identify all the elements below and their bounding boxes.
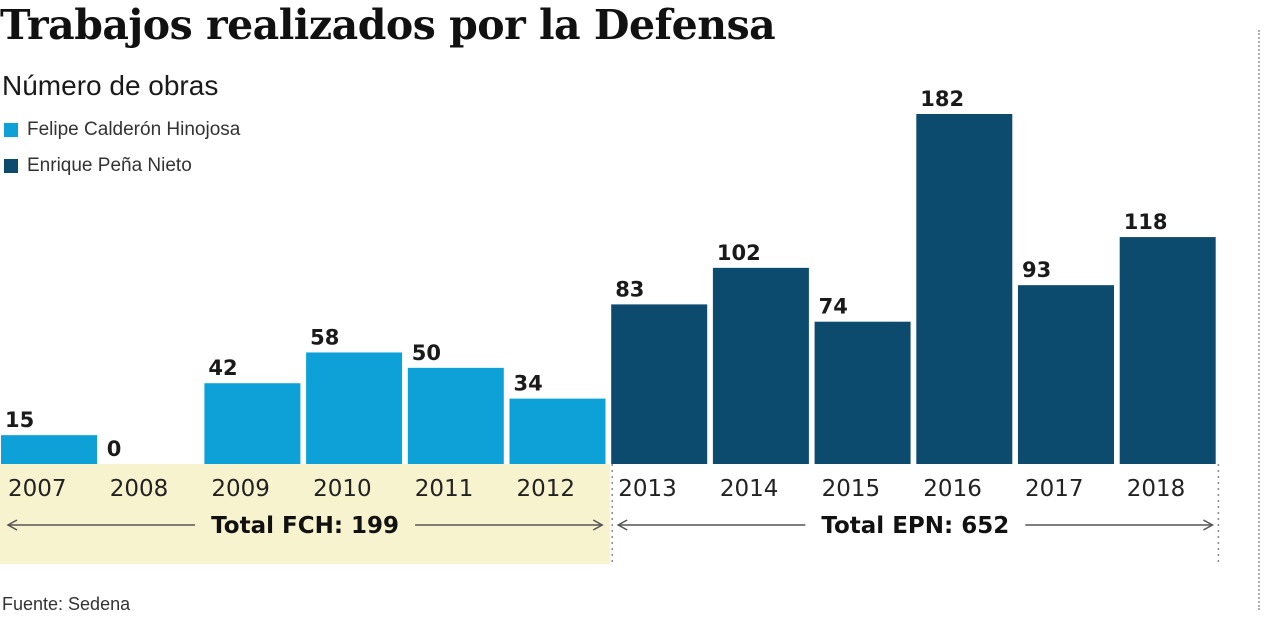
bar-value-label-2009: 42 bbox=[208, 356, 237, 380]
bar-2010 bbox=[306, 352, 403, 464]
bar-value-label-2011: 50 bbox=[412, 341, 441, 365]
x-tick-label-2011: 2011 bbox=[415, 476, 474, 502]
x-tick-label-2012: 2012 bbox=[517, 476, 576, 502]
bar-value-label-2007: 15 bbox=[5, 408, 34, 432]
bar-value-label-2012: 34 bbox=[514, 372, 543, 396]
bar-2018 bbox=[1119, 237, 1216, 464]
group-arrowhead-right-1 bbox=[1203, 519, 1214, 531]
bar-2017 bbox=[1018, 285, 1114, 464]
group-total-label-1: Total EPN: 652 bbox=[821, 513, 1009, 539]
legend-swatch-fch bbox=[4, 123, 18, 137]
bar-2009 bbox=[204, 383, 301, 464]
legend-item-epn: Enrique Peña Nieto bbox=[4, 148, 240, 184]
group-arrowhead-left-0 bbox=[6, 519, 18, 531]
bar-value-label-2008: 0 bbox=[107, 437, 122, 461]
x-tick-label-2008: 2008 bbox=[110, 476, 169, 502]
group-total-label-0: Total FCH: 199 bbox=[211, 513, 399, 539]
x-tick-label-2014: 2014 bbox=[720, 476, 779, 502]
x-tick-label-2017: 2017 bbox=[1025, 476, 1084, 502]
bar-2012 bbox=[509, 398, 606, 464]
group-arrowhead-right-0 bbox=[592, 519, 604, 531]
bar-value-label-2016: 182 bbox=[920, 87, 964, 111]
x-tick-label-2009: 2009 bbox=[211, 476, 270, 502]
chart-subtitle: Número de obras bbox=[2, 70, 219, 101]
bar-value-label-2010: 58 bbox=[310, 325, 339, 349]
x-tick-label-2013: 2013 bbox=[618, 476, 677, 502]
x-tick-label-2016: 2016 bbox=[923, 476, 982, 502]
x-tick-label-2007: 2007 bbox=[8, 476, 67, 502]
bar-value-label-2013: 83 bbox=[615, 277, 644, 301]
chart-title: Trabajos realizados por la Defensa bbox=[0, 1, 776, 49]
legend-swatch-epn bbox=[4, 159, 18, 173]
bar-2015 bbox=[814, 321, 911, 464]
bar-2011 bbox=[407, 367, 504, 464]
legend-item-fch: Felipe Calderón Hinojosa bbox=[4, 112, 240, 148]
legend: Felipe Calderón Hinojosa Enrique Peña Ni… bbox=[4, 112, 240, 184]
bar-2007 bbox=[1, 435, 97, 464]
group-band-0 bbox=[0, 464, 611, 564]
x-tick-label-2018: 2018 bbox=[1127, 476, 1186, 502]
bar-value-label-2018: 118 bbox=[1124, 210, 1168, 234]
bar-2014 bbox=[712, 267, 809, 464]
group-arrowhead-left-1 bbox=[616, 519, 628, 531]
legend-label-fch: Felipe Calderón Hinojosa bbox=[27, 119, 241, 140]
bar-2013 bbox=[611, 304, 708, 464]
bar-value-label-2017: 93 bbox=[1022, 258, 1051, 282]
x-tick-label-2010: 2010 bbox=[313, 476, 372, 502]
x-tick-label-2015: 2015 bbox=[822, 476, 881, 502]
edge-divider bbox=[1258, 30, 1260, 610]
legend-label-epn: Enrique Peña Nieto bbox=[27, 155, 192, 176]
bar-2016 bbox=[916, 114, 1013, 464]
source-note: Fuente: Sedena bbox=[2, 594, 131, 614]
bar-value-label-2015: 74 bbox=[819, 295, 848, 319]
bar-value-label-2014: 102 bbox=[717, 241, 761, 265]
